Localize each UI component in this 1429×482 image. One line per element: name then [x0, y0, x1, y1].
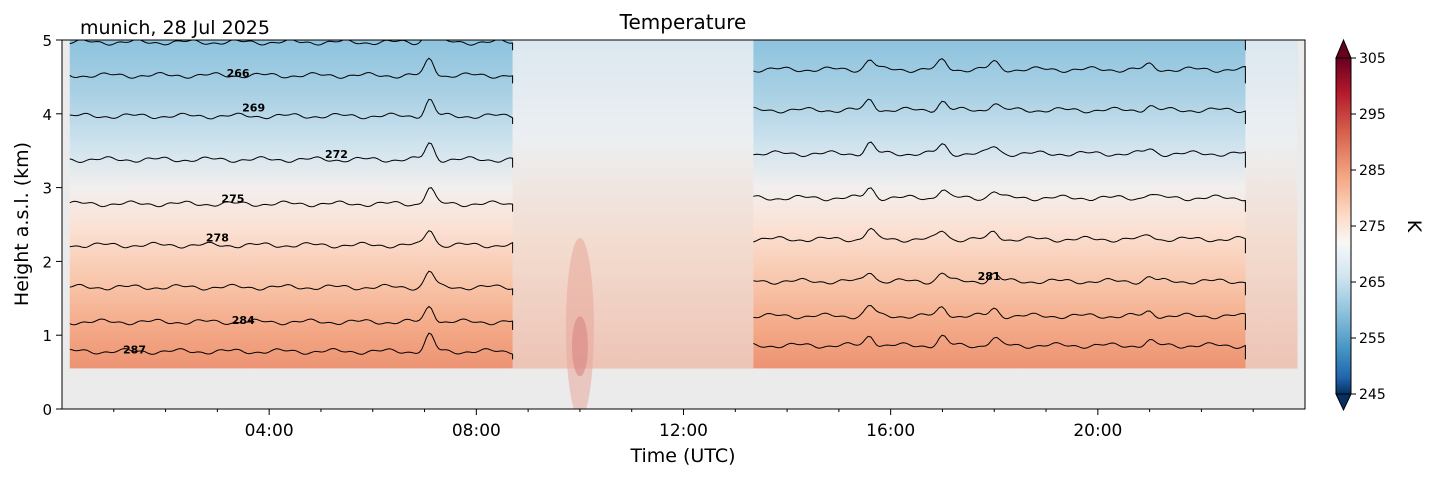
contour-line-266: [753, 58, 1246, 84]
contour-line-263: [69, 40, 514, 51]
x-tick-label: 08:00: [452, 421, 501, 441]
contour-line-269: [69, 98, 514, 124]
colorbar-tick-label: 245: [1359, 387, 1386, 403]
y-tick-label: 1: [42, 327, 52, 345]
contour-label-269: 269: [242, 102, 265, 115]
contour-labels: 266 269 272 275 278 281 284 287: [123, 67, 1001, 357]
contour-label-287: 287: [123, 344, 146, 357]
contour-label-284: 284: [232, 314, 255, 327]
contour-lines: [69, 40, 1246, 360]
colorbar-bar: [1335, 57, 1352, 395]
y-tick-label: 3: [42, 180, 52, 198]
contour-line-266: [69, 57, 514, 84]
chart-subtitle: munich, 28 Jul 2025: [80, 17, 270, 39]
colorbar-ticks: 305 295 285 275 265 255 245: [1351, 51, 1386, 403]
colorbar-tick-label: 285: [1359, 163, 1386, 179]
contour-line-281: [69, 270, 514, 296]
x-axis: 04:00 08:00 12:00 16:00 20:00: [113, 409, 1254, 441]
x-axis-label: Time (UTC): [629, 445, 735, 467]
masked-period-0: [512, 40, 754, 369]
colorbar-extend-min: [1335, 393, 1352, 412]
contour-line-281: [753, 272, 1246, 296]
contour-line-275: [69, 187, 514, 212]
contour-line-284: [753, 304, 1246, 330]
colorbar-tick-label: 275: [1359, 219, 1386, 235]
colorbar-label: K: [1403, 220, 1425, 233]
x-tick-label: 12:00: [659, 421, 708, 441]
contour-label-266: 266: [227, 67, 250, 80]
y-tick-label: 4: [42, 106, 52, 124]
warm-core-peak: [571, 316, 588, 377]
x-tick-label: 16:00: [866, 421, 915, 441]
contour-label-272: 272: [325, 148, 348, 161]
y-axis-label: Height a.s.l. (km): [11, 142, 33, 306]
x-tick-label: 04:00: [245, 421, 294, 441]
y-tick-label: 0: [42, 401, 52, 419]
contour-line-275: [753, 187, 1246, 212]
contour-label-278: 278: [206, 231, 229, 244]
contour-line-278: [753, 227, 1246, 254]
colorbar-tick-label: 305: [1359, 51, 1386, 67]
contour-label-275: 275: [221, 192, 244, 205]
y-axis: 0 1 2 3 4 5: [42, 32, 62, 419]
y-tick-label: 2: [42, 253, 52, 271]
contour-label-281: 281: [978, 270, 1001, 283]
colorbar-tick-label: 255: [1359, 331, 1386, 347]
colorbar: 305 295 285 275 265 255 245 K: [1335, 38, 1425, 412]
colorbar-extend-max: [1335, 38, 1352, 59]
y-tick-label: 5: [42, 32, 52, 50]
x-tick-label: 20:00: [1073, 421, 1122, 441]
contour-line-269: [753, 98, 1246, 124]
chart-title: Temperature: [619, 10, 747, 34]
masked-period-1: [1245, 40, 1298, 369]
contour-line-272: [69, 142, 514, 168]
contour-line-287: [753, 334, 1246, 360]
contour-line-278: [69, 230, 514, 254]
plot-area: [62, 40, 1305, 409]
colorbar-tick-label: 295: [1359, 107, 1386, 123]
contour-line-287: [69, 332, 514, 360]
contour-line-284: [69, 305, 514, 330]
contour-line-272: [753, 141, 1246, 168]
colorbar-tick-label: 265: [1359, 275, 1386, 291]
